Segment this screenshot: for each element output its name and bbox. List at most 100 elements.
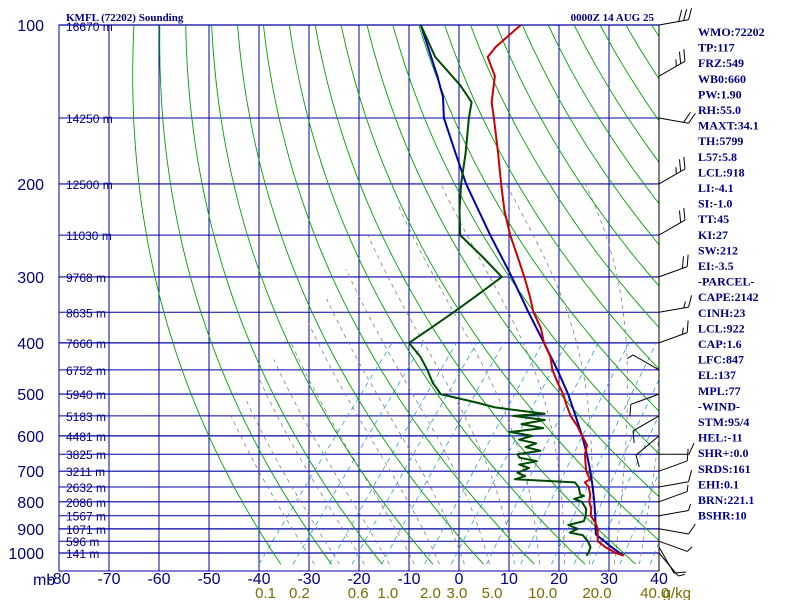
mixing-ratio-line [450, 342, 567, 565]
sounding-index: WMO:72202 [698, 25, 765, 39]
wind-barb [658, 295, 693, 313]
sounding-index: LCL:918 [698, 165, 745, 179]
sounding-index: -PARCEL- [698, 275, 754, 289]
sounding-index: MPL:77 [698, 384, 741, 398]
temperature-tick-label: -80 [47, 571, 70, 588]
temperature-tick-label: -70 [97, 571, 120, 588]
mixing-ratio-label: 1.0 [377, 585, 398, 600]
wind-barb [629, 393, 660, 417]
sounding-index: -WIND- [698, 399, 740, 413]
wind-barb [658, 320, 689, 344]
dry-adiabat [470, 25, 659, 329]
dry-adiabat [288, 25, 586, 565]
mixing-ratio-labels: 0.1 0.2 0.6 1.0 2.0 3.0 5.0 10.0 20.0 40.0g/kg [255, 585, 691, 600]
height-label: 4481 m [66, 430, 106, 444]
pressure-tick-label: 1000 [8, 546, 44, 563]
temperature-tick-label: 0 [455, 571, 464, 588]
moist-adiabat [584, 183, 628, 565]
wind-barbs [627, 7, 696, 577]
wind-barb-half-flag [675, 167, 677, 174]
wind-barb [658, 254, 689, 278]
wind-barb-staff [658, 19, 689, 26]
sounding-index: HEL:-11 [698, 431, 743, 445]
plot-area [132, 25, 659, 565]
height-label: 16670 m [66, 20, 113, 34]
mixing-ratio-label: g/kg [663, 585, 691, 600]
dewpoint-profile [408, 25, 592, 557]
sounding-index: FRZ:549 [698, 56, 744, 70]
sounding-index: TP:117 [698, 41, 735, 55]
wind-barb-flag [632, 430, 635, 443]
moist-adiabat [398, 205, 540, 565]
wind-barb-staff [658, 540, 688, 552]
wind-barb-flag [678, 51, 682, 64]
wind-barb [632, 415, 660, 443]
wind-barb-flag [635, 455, 640, 467]
wind-barb [658, 448, 689, 472]
height-label: 6752 m [66, 364, 106, 378]
pressure-tick-label: 500 [17, 387, 44, 404]
dry-adiabat [185, 25, 383, 565]
mixing-ratio-label: 0.1 [255, 585, 276, 600]
pressure-tick-label: 600 [17, 429, 44, 446]
height-label: 596 m [66, 535, 99, 549]
wind-barb-staff [658, 546, 675, 574]
wind-barb-staff [658, 491, 688, 503]
wind-barb-half-flag [681, 327, 684, 335]
wind-barb-flag [681, 256, 684, 269]
wind-barb-staff [632, 415, 660, 432]
height-label: 9768 m [66, 271, 106, 285]
sounding-index: WB0:660 [698, 72, 746, 86]
height-label: 2086 m [66, 496, 106, 510]
pressure-tick-label: 300 [17, 270, 44, 287]
pressure-tick-label: 800 [17, 495, 44, 512]
temperature-tick-label: 40 [650, 571, 668, 588]
wind-barb [627, 354, 660, 371]
wind-barb-half-flag [678, 573, 685, 577]
dry-adiabat [392, 25, 659, 455]
height-label: 5940 m [66, 388, 106, 402]
temperature-tick-label: -40 [247, 571, 270, 588]
pressure-tick-label: 200 [17, 177, 44, 194]
mixing-ratio-label: 40.0 [640, 585, 669, 600]
wind-barb [658, 7, 693, 26]
pressure-tick-label: 900 [17, 522, 44, 539]
sounding-index: EL:137 [698, 368, 736, 382]
dry-adiabat [132, 25, 282, 565]
height-label: 1567 m [66, 510, 106, 524]
height-label: 7660 m [66, 337, 106, 351]
wind-barb [658, 208, 686, 236]
height-label: 1071 m [66, 523, 106, 537]
wind-barb-half-flag [686, 484, 689, 492]
chart-timestamp: 0000Z 14 AUG 25 [571, 12, 655, 24]
temperature-profile [486, 25, 625, 557]
sounding-index: CAP:1.6 [698, 337, 742, 351]
dry-adiabat [340, 25, 659, 541]
dry-adiabat [418, 25, 659, 412]
pressure-tick-label: 400 [17, 336, 44, 353]
moist-adiabat [505, 183, 593, 565]
moist-adiabat [290, 342, 415, 565]
temperature-tick-label: -30 [297, 571, 320, 588]
dry-adiabat [495, 25, 659, 287]
wind-barb-flag [678, 210, 682, 223]
pressure-axis-label: mb [33, 572, 55, 589]
wind-barb [635, 435, 660, 467]
mixing-ratio-label: 0.6 [348, 585, 369, 600]
wind-barb-staff [658, 528, 689, 535]
mixing-ratio-line [329, 342, 457, 565]
wind-barb [658, 546, 687, 574]
height-label: 8635 m [66, 306, 106, 320]
dry-adiabat [237, 25, 484, 565]
moist-adiabat [326, 298, 465, 565]
sounding-index: EI:-3.5 [698, 259, 734, 273]
sounding-index: BSHR:10 [698, 509, 747, 523]
sounding-index: EHI:0.1 [698, 477, 739, 491]
isobar-isotherm-grid [58, 24, 660, 572]
mixing-ratio-line [619, 471, 659, 565]
wind-barb [658, 523, 696, 535]
wind-barb-flag [688, 523, 696, 535]
dry-adiabat [262, 25, 535, 565]
sounding-index: BRN:221.1 [698, 493, 754, 507]
